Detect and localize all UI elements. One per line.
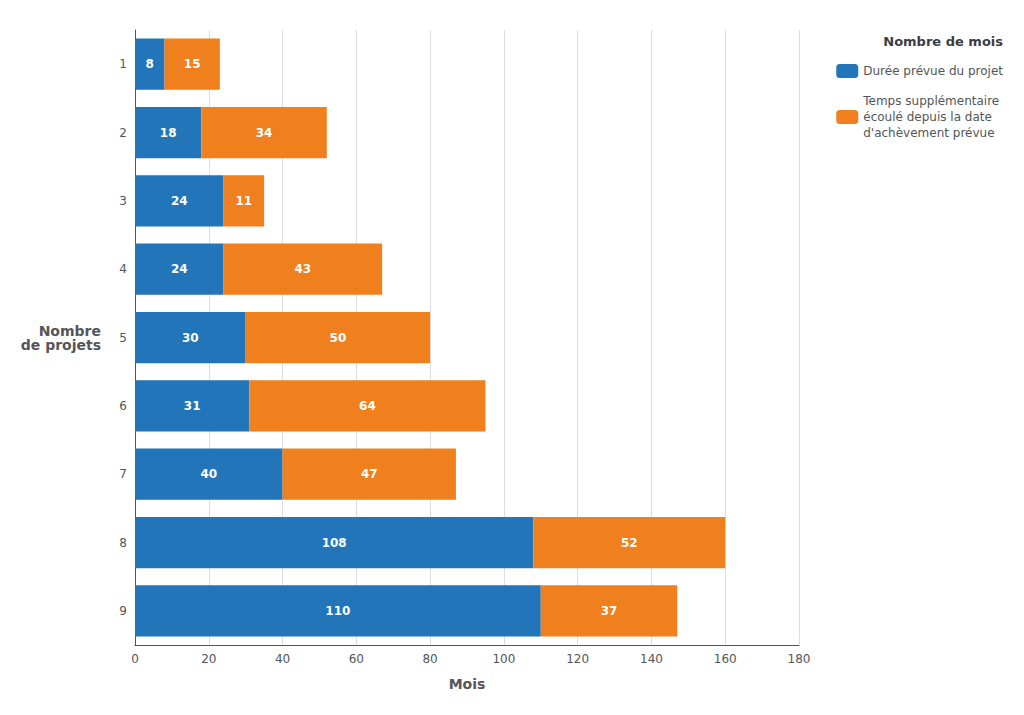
svg-text:15: 15 bbox=[184, 57, 201, 71]
svg-text:8: 8 bbox=[119, 536, 127, 550]
svg-text:11: 11 bbox=[235, 194, 252, 208]
svg-text:64: 64 bbox=[359, 399, 376, 413]
svg-text:34: 34 bbox=[256, 126, 273, 140]
svg-text:37: 37 bbox=[601, 604, 618, 618]
svg-text:Durée prévue du projet: Durée prévue du projet bbox=[863, 64, 1003, 78]
svg-text:30: 30 bbox=[182, 331, 199, 345]
svg-text:6: 6 bbox=[119, 399, 127, 413]
svg-text:18: 18 bbox=[160, 126, 177, 140]
svg-text:160: 160 bbox=[714, 652, 737, 666]
svg-text:0: 0 bbox=[131, 652, 139, 666]
svg-text:Temps supplémentaire: Temps supplémentaire bbox=[862, 94, 999, 108]
svg-text:Nombre de mois: Nombre de mois bbox=[883, 34, 1003, 49]
svg-text:5: 5 bbox=[119, 331, 127, 345]
svg-text:50: 50 bbox=[330, 331, 347, 345]
svg-text:47: 47 bbox=[361, 467, 378, 481]
svg-text:110: 110 bbox=[325, 604, 350, 618]
svg-text:d'achèvement prévue: d'achèvement prévue bbox=[863, 126, 994, 140]
svg-text:écoulé depuis la date: écoulé depuis la date bbox=[863, 110, 992, 124]
svg-text:100: 100 bbox=[492, 652, 515, 666]
svg-text:40: 40 bbox=[200, 467, 217, 481]
svg-text:8: 8 bbox=[146, 57, 154, 71]
svg-text:108: 108 bbox=[322, 536, 347, 550]
svg-text:43: 43 bbox=[294, 262, 311, 276]
svg-text:24: 24 bbox=[171, 194, 188, 208]
svg-text:60: 60 bbox=[349, 652, 364, 666]
svg-text:20: 20 bbox=[201, 652, 216, 666]
svg-text:120: 120 bbox=[566, 652, 589, 666]
svg-text:80: 80 bbox=[422, 652, 437, 666]
svg-text:31: 31 bbox=[184, 399, 201, 413]
svg-text:7: 7 bbox=[119, 467, 127, 481]
svg-text:180: 180 bbox=[788, 652, 811, 666]
svg-text:52: 52 bbox=[621, 536, 638, 550]
svg-text:24: 24 bbox=[171, 262, 188, 276]
svg-text:2: 2 bbox=[119, 126, 127, 140]
svg-text:Mois: Mois bbox=[449, 676, 486, 692]
svg-text:40: 40 bbox=[275, 652, 290, 666]
svg-text:9: 9 bbox=[119, 604, 127, 618]
svg-text:4: 4 bbox=[119, 262, 127, 276]
svg-text:Nombre: Nombre bbox=[38, 322, 101, 339]
svg-text:de projets: de projets bbox=[21, 337, 101, 353]
svg-text:140: 140 bbox=[640, 652, 663, 666]
svg-text:1: 1 bbox=[119, 57, 127, 71]
svg-text:3: 3 bbox=[119, 194, 127, 208]
